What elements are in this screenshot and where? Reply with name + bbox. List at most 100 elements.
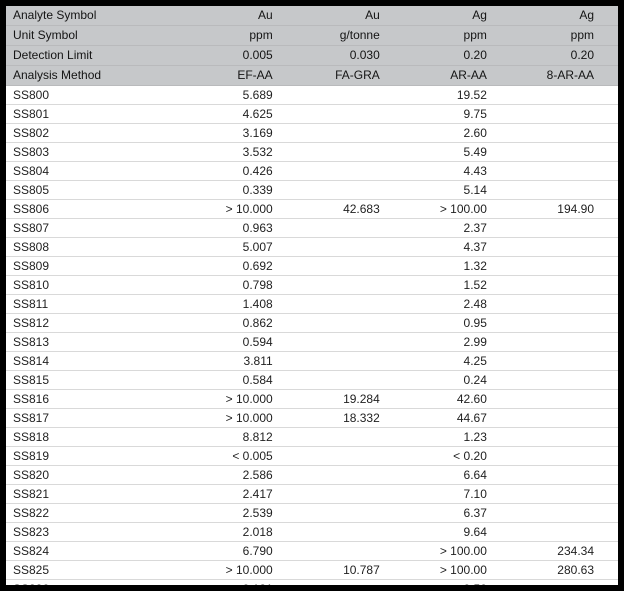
assay-table-body: Analyte Symbol Au Au Ag Ag Unit Symbol ppm g/to… (6, 6, 618, 591)
sample-id-cell: SS816 (13, 392, 50, 406)
value-cell: 3.811 (243, 354, 273, 368)
value-cell: 0.594 (242, 335, 273, 349)
value-cell: 0.798 (242, 278, 273, 292)
value-cell (511, 580, 618, 586)
value-cell: 0.339 (242, 183, 273, 197)
meta-row-value: EF-AA (189, 65, 297, 86)
table-row: SS807 0.963 2.37 (6, 219, 618, 238)
sample-id-cell: SS807 (13, 221, 50, 235)
value-cell: < 0.20 (453, 449, 487, 463)
sample-id-cell: SS811 (13, 297, 49, 311)
meta-row-value: ppm (403, 25, 511, 46)
value-cell (297, 86, 404, 105)
value-cell (511, 409, 618, 428)
value-cell: > 100.00 (439, 563, 487, 577)
sample-id-cell: SS804 (13, 164, 50, 178)
value-cell (297, 257, 404, 276)
meta-row: Analyte Symbol Au Au Ag Ag (6, 6, 618, 26)
value-cell: 3.532 (242, 145, 273, 159)
meta-row-value: 0.005 (189, 45, 297, 66)
sample-id-cell: SS817 (13, 411, 50, 425)
value-cell (511, 333, 618, 352)
table-row: SS821 2.417 7.10 (6, 485, 618, 504)
table-row: SS808 5.007 4.37 (6, 238, 618, 257)
value-cell (297, 276, 404, 295)
value-cell (511, 371, 618, 390)
value-cell: 10.787 (343, 563, 380, 577)
table-row: SS826 0.181 0.50 (6, 580, 618, 591)
value-cell (511, 238, 618, 257)
meta-row: Detection Limit 0.005 0.030 0.20 0.20 (6, 45, 618, 66)
meta-row-value: 0.20 (510, 45, 618, 66)
value-cell (511, 86, 618, 105)
value-cell (511, 466, 618, 485)
table-row: SS801 4.625 9.75 (6, 105, 618, 124)
value-cell (511, 219, 618, 238)
value-cell: 6.37 (463, 506, 487, 520)
value-cell: 2.48 (463, 297, 487, 311)
table-row: SS819 < 0.005 < 0.20 (6, 447, 618, 466)
value-cell (297, 371, 404, 390)
value-cell (297, 219, 404, 238)
value-cell: 0.181 (242, 582, 273, 591)
value-cell (511, 124, 618, 143)
value-cell: 2.60 (463, 126, 487, 140)
sample-id-cell: SS808 (13, 240, 50, 254)
table-row: SS805 0.339 5.14 (6, 181, 618, 200)
table-row: SS800 5.689 19.52 (6, 86, 618, 105)
value-cell: 19.52 (456, 88, 487, 102)
value-cell (297, 333, 404, 352)
table-row: SS809 0.692 1.32 (6, 257, 618, 276)
value-cell: 9.64 (463, 525, 487, 539)
sample-id-cell: SS802 (13, 126, 50, 140)
value-cell (297, 523, 404, 542)
sample-id-cell: SS813 (13, 335, 50, 349)
table-row: SS802 3.169 2.60 (6, 124, 618, 143)
table-row: SS803 3.532 5.49 (6, 143, 618, 162)
sample-id-cell: SS824 (13, 544, 50, 558)
value-cell (511, 181, 618, 200)
meta-row-value: FA-GRA (296, 65, 404, 86)
meta-row-value: Au (296, 6, 404, 26)
sample-id-cell: SS821 (13, 487, 50, 501)
table-row: SS820 2.586 6.64 (6, 466, 618, 485)
value-cell: 4.25 (463, 354, 487, 368)
value-cell: < 0.005 (232, 449, 273, 463)
value-cell (297, 485, 404, 504)
value-cell: 4.37 (463, 240, 487, 254)
value-cell: 0.426 (242, 164, 273, 178)
table-row: SS823 2.018 9.64 (6, 523, 618, 542)
sample-id-cell: SS820 (13, 468, 50, 482)
value-cell (297, 314, 404, 333)
value-cell: 0.862 (242, 316, 273, 330)
sample-id-cell: SS800 (13, 88, 50, 102)
value-cell: 1.32 (463, 259, 487, 273)
table-row: SS804 0.426 4.43 (6, 162, 618, 181)
sample-id-cell: SS818 (13, 430, 50, 444)
value-cell: 2.586 (242, 468, 273, 482)
meta-row-value: 0.030 (296, 45, 404, 66)
value-cell (297, 580, 404, 586)
sample-id-cell: SS815 (13, 373, 50, 387)
meta-row-value: ppm (510, 25, 618, 46)
value-cell: 5.49 (463, 145, 487, 159)
value-cell: 2.99 (463, 335, 487, 349)
table-row: SS825 > 10.000 10.787 > 100.00 280.63 (6, 561, 618, 580)
value-cell: 1.23 (463, 430, 487, 444)
meta-row: Unit Symbol ppm g/tonne ppm ppm (6, 25, 618, 46)
value-cell (297, 542, 404, 561)
meta-row-value: ppm (189, 25, 297, 46)
table-row: SS811 1.408 2.48 (6, 295, 618, 314)
table-row: SS814 3.811 4.25 (6, 352, 618, 371)
table-row: SS824 6.790 > 100.00 234.34 (6, 542, 618, 561)
value-cell (511, 523, 618, 542)
value-cell: 0.963 (242, 221, 273, 235)
meta-row-value: Ag (510, 6, 618, 26)
assay-results-table: Analyte Symbol Au Au Ag Ag Unit Symbol ppm g/to… (6, 6, 618, 591)
sample-id-cell: SS814 (13, 354, 50, 368)
value-cell (511, 485, 618, 504)
value-cell: 1.52 (463, 278, 487, 292)
value-cell: > 10.000 (225, 392, 273, 406)
table-row: SS817 > 10.000 18.332 44.67 (6, 409, 618, 428)
table-row: SS822 2.539 6.37 (6, 504, 618, 523)
